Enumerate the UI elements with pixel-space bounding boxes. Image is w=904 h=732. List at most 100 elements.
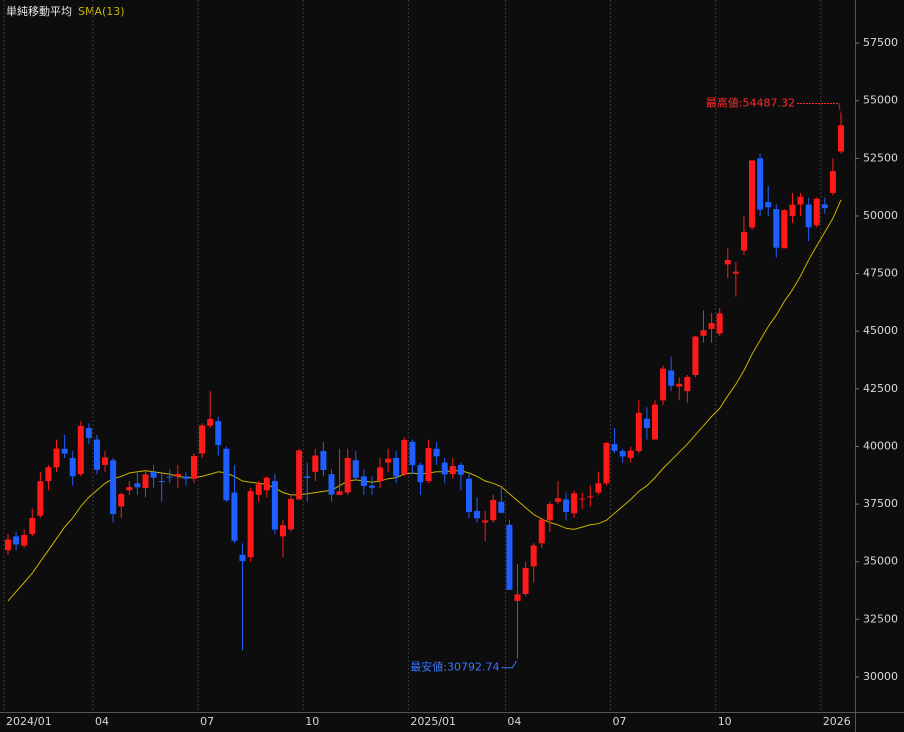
candle-body [708,323,715,329]
candle-body [732,271,739,274]
candle-body [377,467,384,482]
candle-body [409,441,416,466]
candle-body [21,535,28,546]
candle-body [797,196,804,205]
candle-body [668,370,675,386]
candle-body [433,448,440,457]
candle-body [813,198,820,226]
candle-body [538,519,545,544]
candle-body [546,504,553,521]
candle-body [53,448,60,468]
candle-body [716,313,723,334]
candle-body [93,439,100,470]
legend-title: 単純移動平均 [6,4,72,18]
y-tick-label: 42500 [863,382,898,395]
candle-body [271,481,278,530]
candle-body [126,487,133,491]
candle-body [773,209,780,248]
candle-body [215,421,222,446]
x-tick-label: 07 [200,715,214,728]
candle-body [457,464,464,475]
candle-body [174,473,181,477]
candle-body [207,419,214,426]
candle-body [29,517,36,535]
candle-body [829,171,836,193]
candle-body [611,444,618,451]
candle-body [498,501,505,513]
candle-body [296,450,303,500]
candle-body [304,476,311,478]
candle-body [563,499,570,512]
y-tick-label: 50000 [863,209,898,222]
annotation-arrow [797,103,841,111]
y-tick-label: 37500 [863,497,898,510]
candle-body [37,481,44,516]
x-tick-label: 10 [305,715,319,728]
sma-line [7,199,842,602]
annotation: 最高値:54487.32 [706,96,795,110]
candle-body [279,525,286,537]
x-tick-label: 2024/01 [6,715,52,728]
candle-body [530,545,537,567]
candle-body [223,448,230,501]
candle-body [660,368,667,401]
candle-body [724,260,731,265]
candle-body [571,493,578,514]
candle-body [77,426,84,475]
candle-body [417,464,424,483]
y-tick-label: 32500 [863,612,898,625]
candle-body [757,158,764,210]
candle-body [263,477,270,491]
candle-body [603,443,610,484]
candle-body [643,418,650,429]
candle-body [789,204,796,216]
x-tick-label: 10 [718,715,732,728]
candle-body [587,496,594,498]
legend-entry: SMA(13) [78,5,125,18]
candle-body [490,500,497,521]
candle-body [320,451,327,470]
candle-body [651,404,658,440]
candle-body [247,491,254,558]
candle-body [554,498,561,502]
candle-body [595,483,602,493]
candle-body [102,457,109,465]
candle-body [69,457,76,477]
candle-body [312,455,319,472]
y-tick-label: 35000 [863,555,898,568]
candle-body [449,466,456,475]
candle-body [514,594,521,601]
candle-body [838,125,844,152]
candle-body [5,539,11,551]
candle-body [474,511,481,519]
candle-body [150,471,157,478]
candle-body [336,491,343,495]
candle-body [352,460,359,478]
candle-body [749,160,756,228]
x-tick-label: 04 [507,715,521,728]
candle-body [231,492,238,541]
candle-body [191,456,198,479]
x-tick-label: 07 [613,715,627,728]
candle-body [635,412,642,452]
candle-body [288,498,295,530]
candle-body [118,494,125,507]
candle-body [239,554,246,562]
candle-body [393,457,400,477]
candle-body [465,478,472,513]
candle-body [85,428,92,438]
x-tick-label: 2025/01 [410,715,456,728]
candle-body [368,485,375,488]
candle-body [684,376,691,392]
candle-body [61,448,68,454]
candle-body [45,467,52,482]
candle-body [360,476,367,487]
candle-body [13,536,20,545]
candle-body [506,524,513,590]
candle-body [328,474,335,495]
candle-body [255,484,262,495]
candle-body [781,210,788,249]
candle-body [700,330,707,336]
candle-body [821,204,828,209]
